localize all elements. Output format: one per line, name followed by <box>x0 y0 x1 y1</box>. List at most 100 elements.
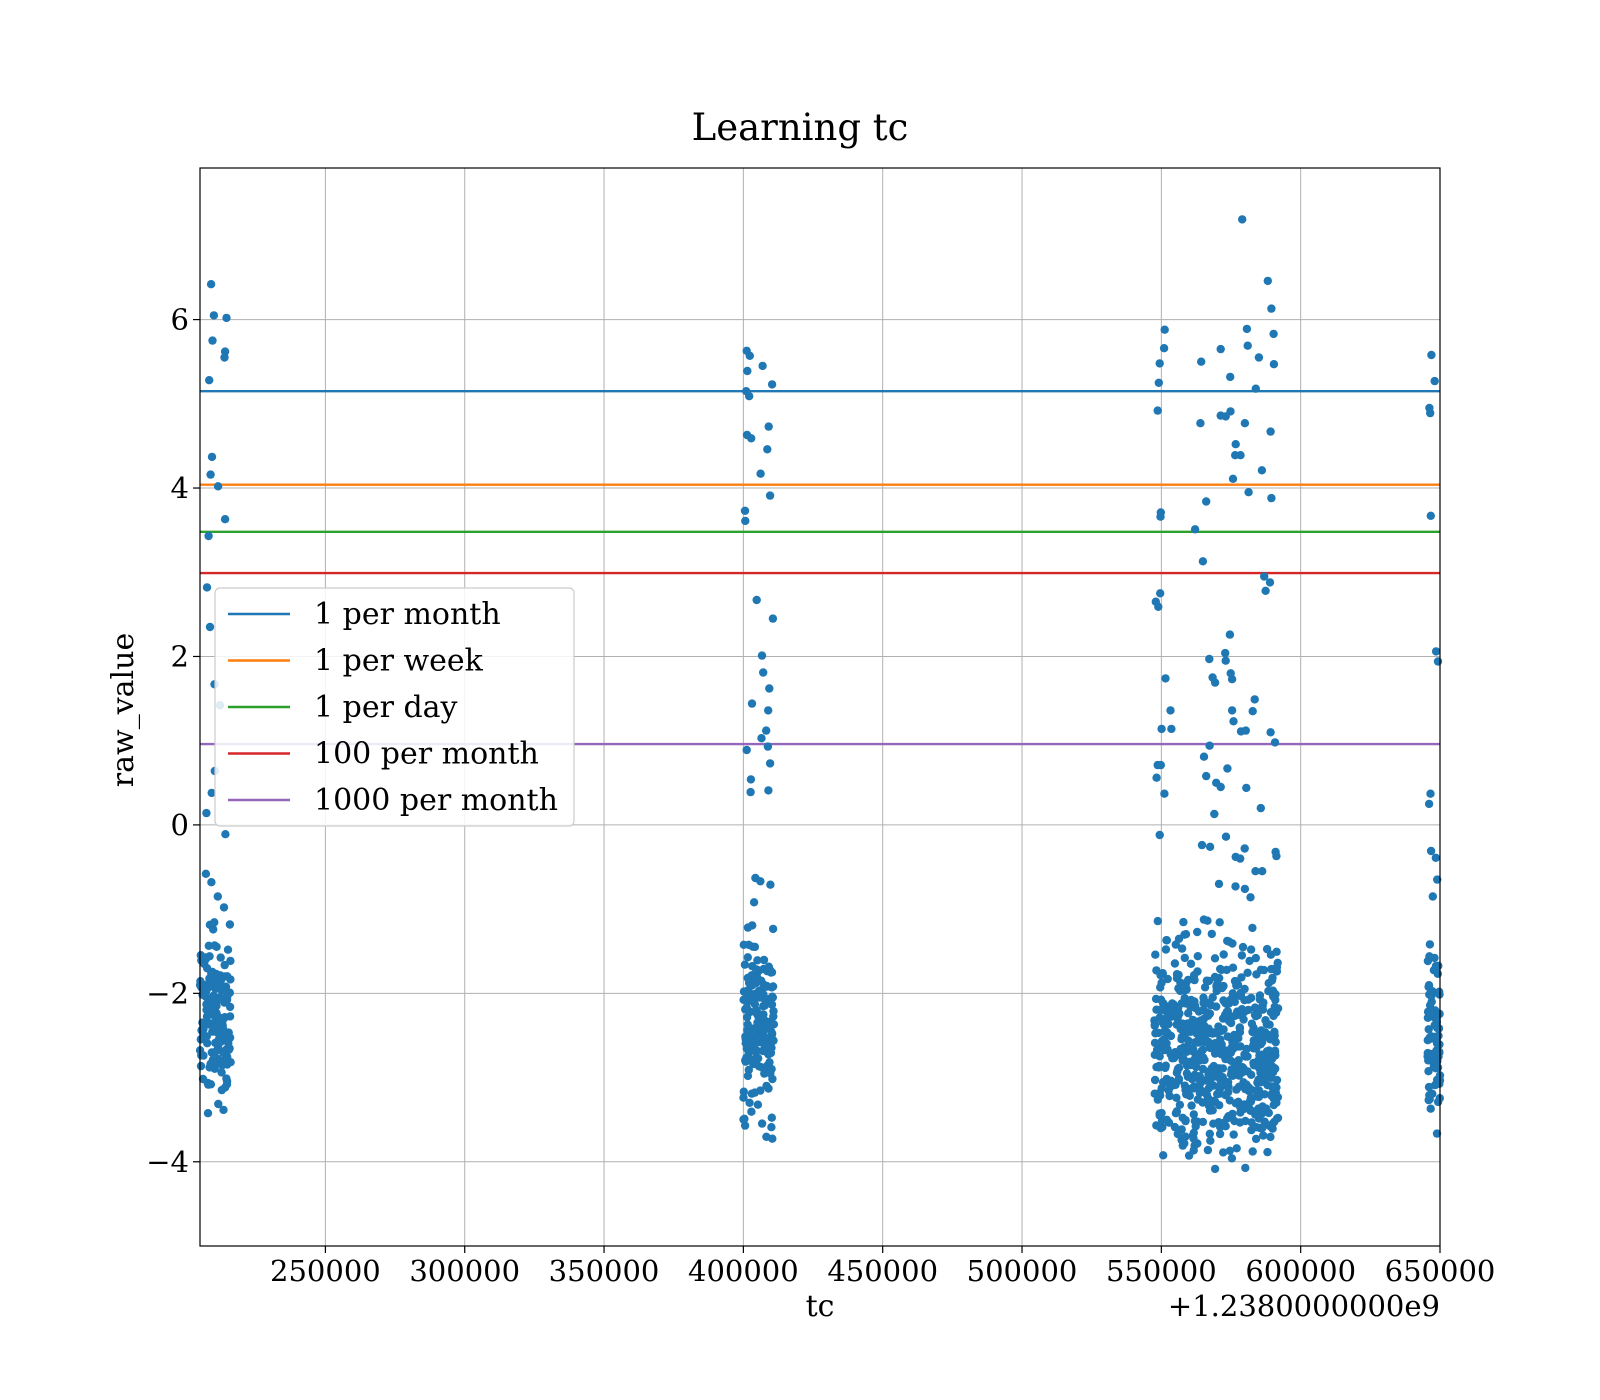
data-point <box>1150 1050 1160 1060</box>
y-tick-label: −4 <box>146 1145 189 1179</box>
data-point <box>1184 1009 1193 1018</box>
data-point <box>1152 1121 1161 1130</box>
data-point <box>745 351 754 360</box>
data-point <box>210 918 219 927</box>
data-point <box>1269 992 1278 1001</box>
data-point <box>223 945 233 954</box>
data-point <box>219 1105 228 1115</box>
threshold-lines <box>200 389 1440 746</box>
data-point <box>1205 654 1214 664</box>
data-point <box>1250 1003 1260 1012</box>
data-point <box>1193 952 1203 961</box>
data-point <box>217 1068 226 1077</box>
data-point <box>1189 1084 1198 1093</box>
data-point <box>1424 799 1434 809</box>
data-point <box>1426 408 1435 418</box>
data-point <box>753 956 762 965</box>
data-point <box>1229 1130 1238 1139</box>
data-point <box>760 1032 769 1042</box>
data-point <box>1218 1064 1228 1073</box>
data-point <box>1198 557 1208 566</box>
data-point <box>1199 993 1208 1002</box>
data-point <box>1159 344 1169 353</box>
data-point <box>1246 1093 1256 1103</box>
x-tick-label: 600000 <box>1245 1254 1356 1288</box>
x-axis-offset-label: +1.2380000000e9 <box>1168 1289 1440 1323</box>
data-point <box>1252 1011 1261 1020</box>
data-point <box>1257 1026 1266 1035</box>
data-point <box>1160 1045 1169 1055</box>
data-point <box>1425 1091 1434 1100</box>
data-point <box>1224 937 1234 946</box>
data-point <box>1153 1095 1163 1104</box>
x-tick-label: 550000 <box>1106 1254 1217 1288</box>
data-point <box>767 1113 776 1122</box>
data-point <box>1232 1144 1241 1153</box>
x-tick-label: 250000 <box>270 1254 381 1288</box>
data-point <box>1200 983 1210 992</box>
data-point <box>1190 525 1200 534</box>
legend-label: 1 per day <box>314 690 458 725</box>
y-tick-label: −2 <box>146 976 189 1010</box>
data-point <box>1238 215 1247 224</box>
data-point <box>769 1036 778 1045</box>
data-point <box>210 941 219 950</box>
data-point <box>224 1045 234 1055</box>
data-point <box>1240 884 1250 894</box>
data-point <box>753 1024 762 1033</box>
data-point <box>1252 1044 1261 1053</box>
data-point <box>1243 968 1252 977</box>
data-point <box>1272 851 1281 861</box>
data-point <box>1205 842 1215 851</box>
data-point <box>1424 1067 1433 1076</box>
data-point <box>1155 359 1164 368</box>
data-point <box>756 469 765 478</box>
data-point <box>1210 954 1220 963</box>
data-point <box>203 1039 212 1048</box>
data-point <box>1241 1163 1250 1173</box>
data-point <box>1161 1061 1171 1070</box>
data-point <box>1426 1104 1435 1113</box>
data-point <box>1264 979 1273 988</box>
data-point <box>1268 1083 1278 1093</box>
data-point <box>748 981 757 990</box>
data-point <box>1226 1070 1236 1079</box>
data-point <box>1269 1100 1279 1110</box>
data-point <box>1181 930 1191 939</box>
data-point <box>1161 674 1170 683</box>
data-point <box>1221 1122 1230 1131</box>
data-point <box>1163 1028 1172 1037</box>
data-point <box>759 668 768 677</box>
data-point <box>1259 1033 1269 1042</box>
data-point <box>209 925 218 934</box>
data-point <box>1160 789 1169 798</box>
data-point <box>1206 1136 1215 1145</box>
data-point <box>1157 978 1166 987</box>
data-point <box>1213 1089 1222 1099</box>
data-point <box>1262 944 1272 954</box>
data-point <box>1165 1091 1174 1101</box>
data-point <box>1244 1005 1253 1015</box>
data-point <box>1259 965 1269 975</box>
data-point <box>743 989 752 998</box>
data-point <box>1256 803 1266 813</box>
data-point <box>1170 959 1180 968</box>
data-point <box>751 965 761 974</box>
data-point <box>739 1087 748 1096</box>
data-point <box>1217 1026 1227 1036</box>
data-point <box>201 869 211 878</box>
data-point <box>765 491 775 500</box>
data-point <box>1189 1146 1198 1155</box>
data-point <box>750 1039 759 1049</box>
data-point <box>1245 956 1254 966</box>
data-point <box>1226 1018 1236 1028</box>
data-point <box>1222 999 1232 1009</box>
data-point <box>1243 341 1252 350</box>
legend-label: 1 per week <box>314 644 484 679</box>
data-point <box>1256 1075 1266 1084</box>
data-point <box>224 1033 233 1043</box>
data-point <box>211 1047 220 1057</box>
data-point <box>1181 1085 1190 1095</box>
data-point <box>1431 647 1441 656</box>
data-point <box>1215 918 1224 927</box>
